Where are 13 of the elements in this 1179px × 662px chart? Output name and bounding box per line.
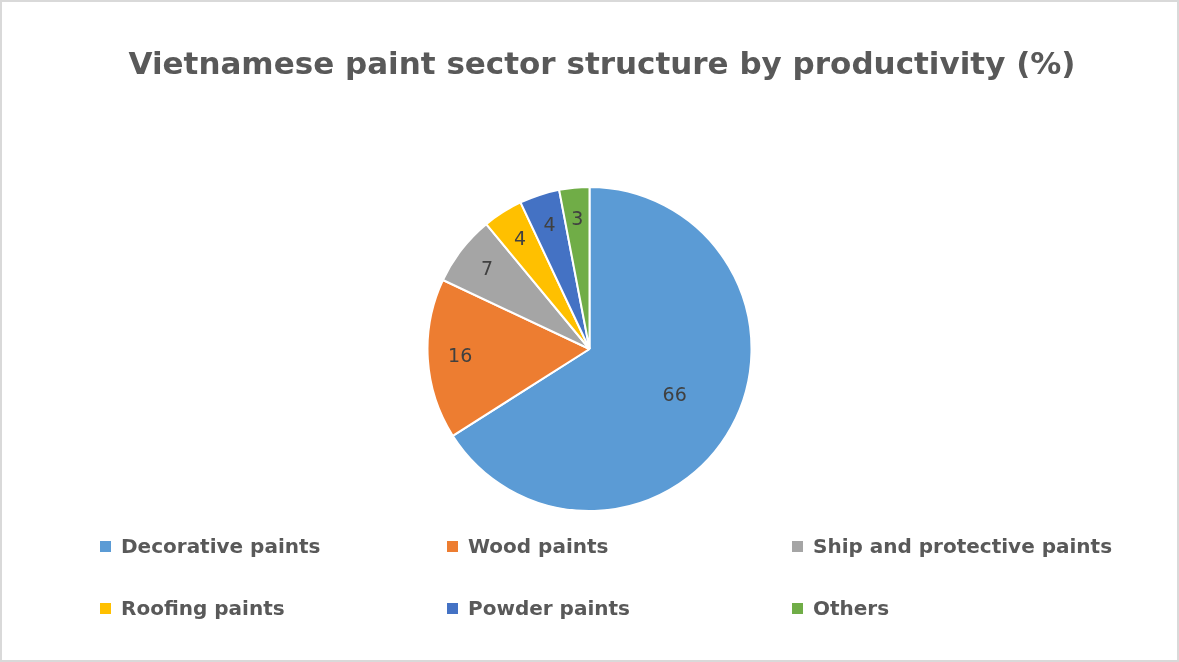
data-label: 4 — [543, 212, 556, 235]
data-label: 4 — [514, 226, 527, 249]
data-label: 16 — [448, 344, 473, 367]
data-label: 66 — [662, 382, 687, 405]
data-label: 7 — [481, 256, 494, 279]
legend-label: Wood paints — [468, 534, 609, 558]
legend-label: Roofing paints — [121, 596, 285, 620]
legend-label: Others — [813, 596, 890, 620]
legend-label: Decorative paints — [121, 534, 321, 558]
legend-label: Ship and protective paints — [813, 534, 1113, 558]
legend-label: Powder paints — [468, 596, 630, 620]
data-label: 3 — [571, 206, 584, 229]
chart-title: Vietnamese paint sector structure by productivity (%) — [127, 44, 1077, 83]
